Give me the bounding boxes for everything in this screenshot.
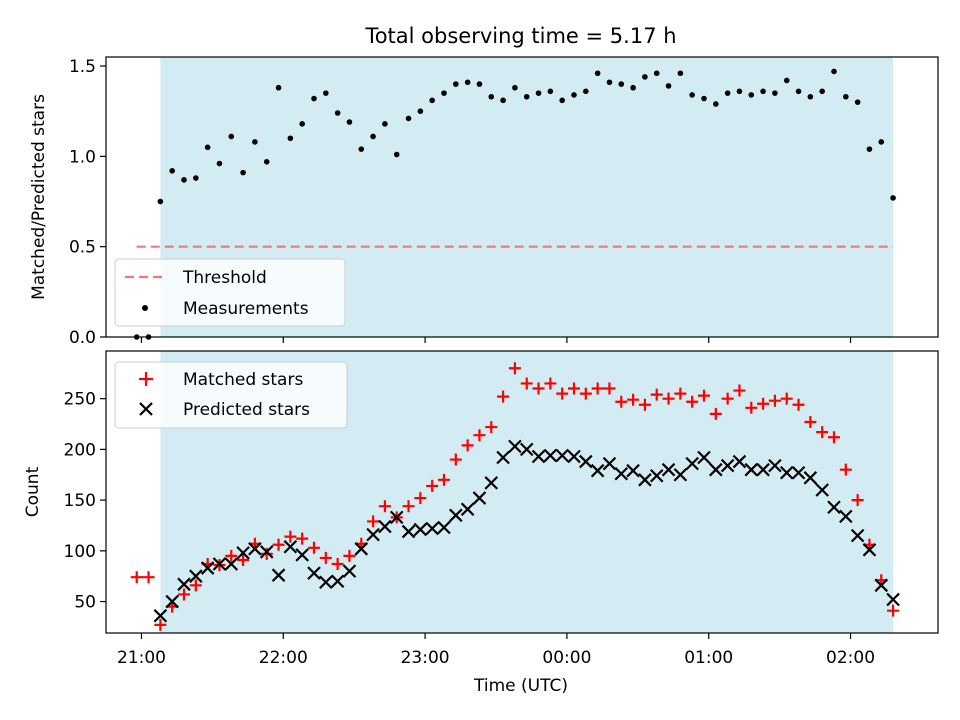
measurement-point [488,94,494,100]
measurement-point [347,119,353,125]
legend-threshold-label: Threshold [182,268,267,288]
measurement-point [240,170,246,176]
x-tick-label: 23:00 [401,648,450,668]
measurement-point [335,110,341,116]
measurement-point [382,121,388,127]
legend-measurements-swatch [142,305,148,311]
measurement-point [737,89,743,95]
measurement-point [181,177,187,183]
measurement-point [808,94,814,100]
measurement-point [311,96,317,102]
measurement-point [429,98,435,104]
measurement-point [465,79,471,85]
measurement-point [642,74,648,80]
x-tick-label: 02:00 [826,648,875,668]
measurement-point [276,85,282,91]
measurement-point [819,89,825,95]
x-tick-label: 00:00 [542,648,591,668]
measurement-point [678,70,684,76]
figure: Total observing time = 5.17 h 0.0 0.5 1.0 1… [0,0,960,720]
measurement-point [607,79,613,85]
x-axis-label: Time (UTC) [473,676,568,696]
measurement-point [406,116,412,122]
measurement-point [524,94,530,100]
measurement-point [217,161,223,167]
measurement-point [583,89,589,95]
measurement-point [748,92,754,98]
measurement-point [595,70,601,76]
measurement-point [654,70,660,76]
top-panel: 0.0 0.5 1.0 1.5 Matched/Predicted stars Thr… [29,57,938,348]
measurement-point [252,139,258,145]
measurement-point [418,108,424,114]
measurement-point [890,195,896,201]
measurement-point [453,81,459,87]
measurement-point [299,121,305,127]
y-tick-label: 0.0 [69,328,96,348]
y-tick-label: 0.5 [69,238,96,258]
measurement-point [878,139,884,145]
measurement-point [500,98,506,104]
measurement-point [689,92,695,98]
measurement-point [559,98,565,104]
bottom-y-axis-label: Count [23,466,43,517]
measurement-point [158,199,164,205]
measurement-point [618,81,624,87]
measurement-point [228,134,234,140]
y-tick-label: 1.0 [69,147,96,167]
measurement-point [760,89,766,95]
measurement-point [548,89,554,95]
legend-measurements-label: Measurements [183,299,309,319]
measurement-point [477,81,483,87]
measurement-point [205,145,211,151]
top-y-axis-label: Matched/Predicted stars [29,94,49,300]
y-tick-label: 150 [64,491,96,511]
measurement-point [264,159,270,165]
y-tick-label: 200 [64,440,96,460]
measurement-point [394,152,400,158]
x-tick-label: 21:00 [117,648,166,668]
measurement-point [630,85,636,91]
measurement-point [713,101,719,107]
x-tick-label: 01:00 [684,648,733,668]
measurement-point [536,90,542,96]
y-tick-label: 50 [74,593,96,613]
bottom-legend: Matched stars Predicted stars [115,362,347,428]
top-legend: Threshold Measurements [115,259,345,326]
measurement-point [867,146,873,152]
measurement-point [843,94,849,100]
chart-title: Total observing time = 5.17 h [364,24,676,48]
x-tick-label: 22:00 [259,648,308,668]
measurement-point [441,90,447,96]
measurement-point [784,78,790,84]
measurement-point [288,135,294,141]
y-tick-label: 250 [64,390,96,410]
measurement-point [772,90,778,96]
legend-predicted-label: Predicted stars [183,400,310,420]
measurement-point [796,89,802,95]
measurement-point [169,168,175,174]
measurement-point [512,85,518,91]
measurement-point [571,92,577,98]
measurement-point [666,83,672,89]
measurement-point [193,175,199,181]
measurement-point [725,90,731,96]
measurement-point [323,90,329,96]
legend-matched-label: Matched stars [183,370,303,390]
y-tick-label: 100 [64,542,96,562]
measurement-point [855,99,861,105]
y-tick-label: 1.5 [69,57,96,77]
measurement-point [831,69,837,75]
measurement-point [358,146,364,152]
measurement-point [701,96,707,102]
measurement-point [370,134,376,140]
